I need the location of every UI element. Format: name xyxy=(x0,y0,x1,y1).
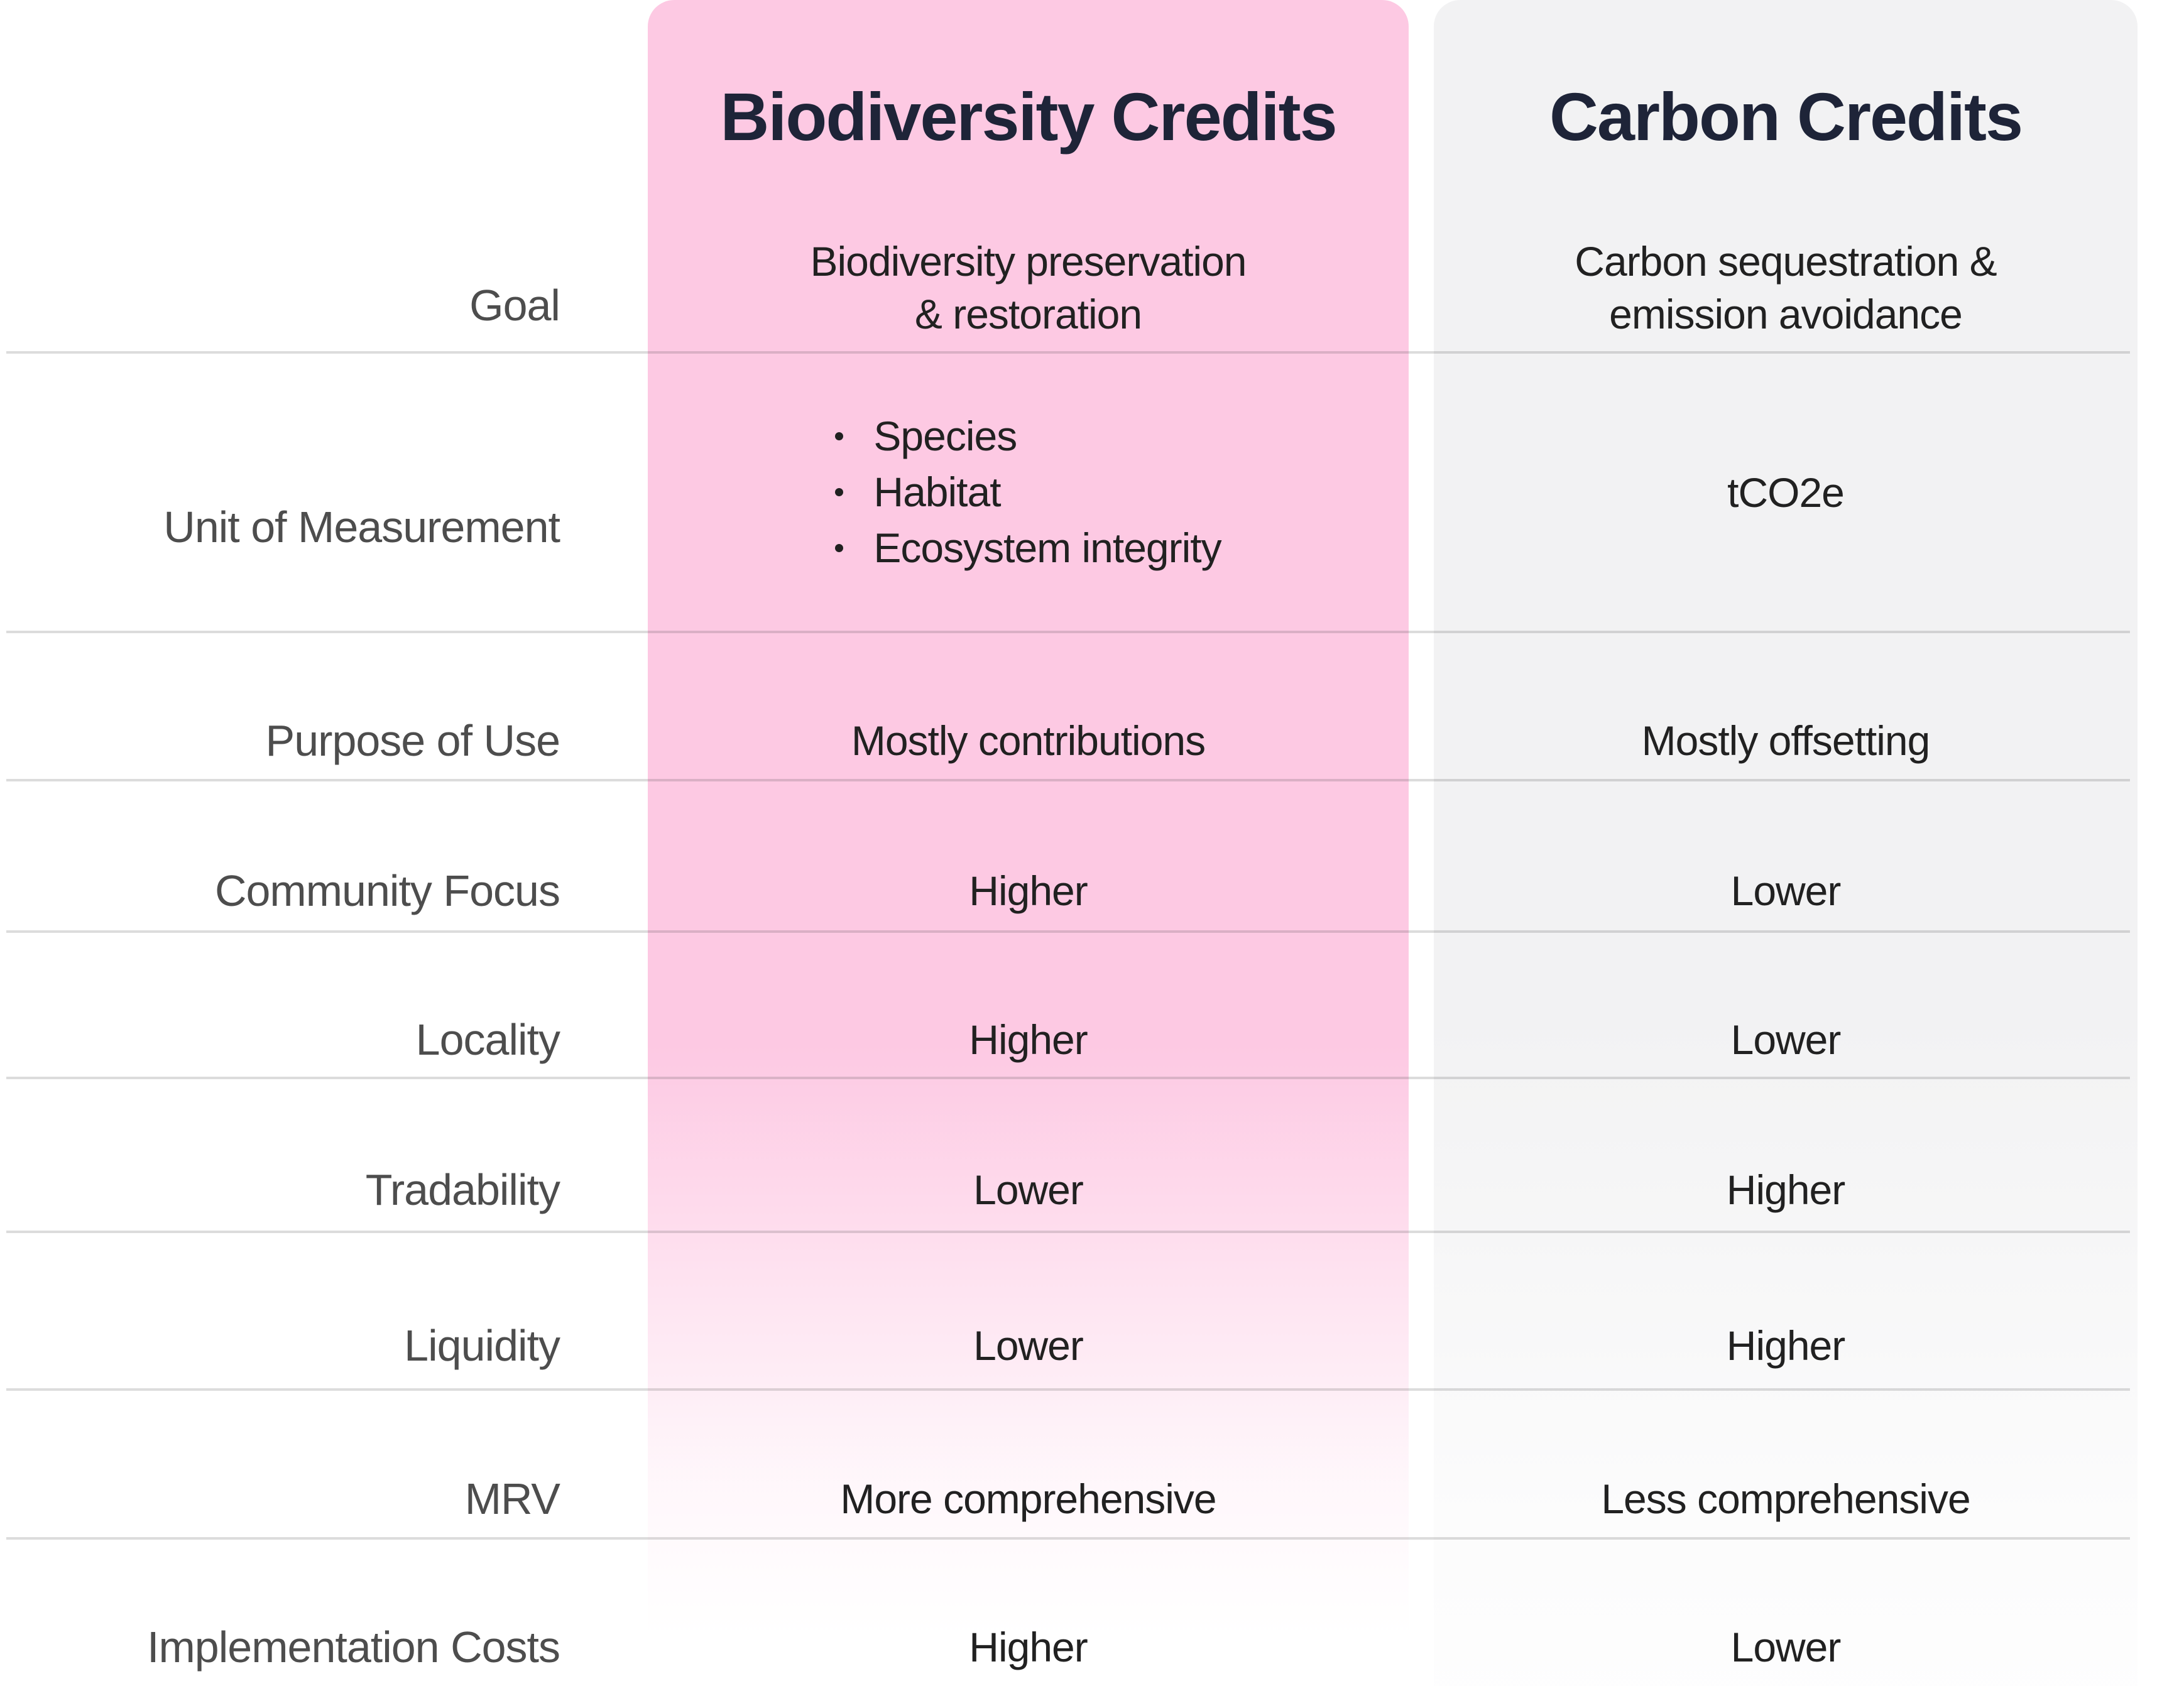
cell-locality-biodiversity: Higher xyxy=(969,1016,1088,1063)
column-header-biodiversity: Biodiversity Credits xyxy=(720,78,1337,155)
carbon-column-panel xyxy=(1434,0,2138,1686)
row-divider xyxy=(6,351,2130,354)
cell-purpose-biodiversity: Mostly contributions xyxy=(851,717,1206,764)
cell-text: Carbon sequestration & emission avoidanc… xyxy=(1575,235,1997,340)
row-label-purpose-of-use: Purpose of Use xyxy=(265,716,560,765)
cell-implementation-biodiversity: Higher xyxy=(969,1623,1088,1670)
cell-mrv-carbon: Less comprehensive xyxy=(1601,1475,1970,1522)
list-item: Species xyxy=(835,408,1017,464)
cell-tradability-carbon: Higher xyxy=(1726,1166,1845,1213)
list-item: Habitat xyxy=(835,464,1002,520)
cell-liquidity-biodiversity: Lower xyxy=(973,1322,1084,1369)
cell-goal-carbon: Carbon sequestration & emission avoidanc… xyxy=(1434,188,2138,352)
cell-community-biodiversity: Higher xyxy=(969,867,1088,914)
row-divider xyxy=(6,1077,2130,1079)
row-divider xyxy=(6,930,2130,933)
cell-implementation-carbon: Lower xyxy=(1730,1623,1842,1670)
biodiversity-column-panel xyxy=(648,0,1409,1686)
row-divider xyxy=(6,631,2130,633)
cell-goal-biodiversity: Biodiversity preservation & restoration xyxy=(648,188,1409,352)
cell-line: Carbon sequestration & xyxy=(1575,238,1997,285)
bullet-icon xyxy=(835,544,844,552)
cell-purpose-carbon: Mostly offsetting xyxy=(1641,717,1931,764)
row-label-implementation-costs: Implementation Costs xyxy=(147,1622,560,1672)
row-divider xyxy=(6,1231,2130,1233)
row-label-tradability: Tradability xyxy=(365,1165,560,1214)
cell-line: & restoration xyxy=(914,291,1142,337)
bullet-label: Habitat xyxy=(873,469,1001,515)
cell-unit-biodiversity: Species Habitat Ecosystem integrity xyxy=(648,352,1409,632)
cell-unit-carbon: tCO2e xyxy=(1727,469,1845,516)
list-item: Ecosystem integrity xyxy=(835,520,1222,576)
row-label-goal: Goal xyxy=(469,280,560,330)
bullet-label: Ecosystem integrity xyxy=(873,525,1221,571)
row-label-locality: Locality xyxy=(415,1014,560,1064)
cell-line: emission avoidance xyxy=(1609,291,1963,337)
row-label-community-focus: Community Focus xyxy=(214,866,560,915)
row-divider xyxy=(6,779,2130,781)
cell-community-carbon: Lower xyxy=(1730,867,1842,914)
bullet-icon xyxy=(835,432,844,440)
bullet-list: Species Habitat Ecosystem integrity xyxy=(835,408,1222,576)
cell-line: Biodiversity preservation xyxy=(810,238,1247,285)
row-label-liquidity: Liquidity xyxy=(404,1320,560,1370)
row-divider xyxy=(6,1537,2130,1540)
cell-locality-carbon: Lower xyxy=(1730,1016,1842,1063)
cell-tradability-biodiversity: Lower xyxy=(973,1166,1084,1213)
cell-text: Biodiversity preservation & restoration xyxy=(811,235,1247,340)
cell-mrv-biodiversity: More comprehensive xyxy=(840,1475,1216,1522)
column-header-carbon: Carbon Credits xyxy=(1549,78,2023,155)
bullet-icon xyxy=(835,488,844,496)
cell-liquidity-carbon: Higher xyxy=(1726,1322,1845,1369)
bullet-label: Species xyxy=(873,413,1017,459)
row-divider xyxy=(6,1388,2130,1391)
row-label-mrv: MRV xyxy=(464,1474,560,1523)
row-label-unit-of-measurement: Unit of Measurement xyxy=(163,502,560,552)
